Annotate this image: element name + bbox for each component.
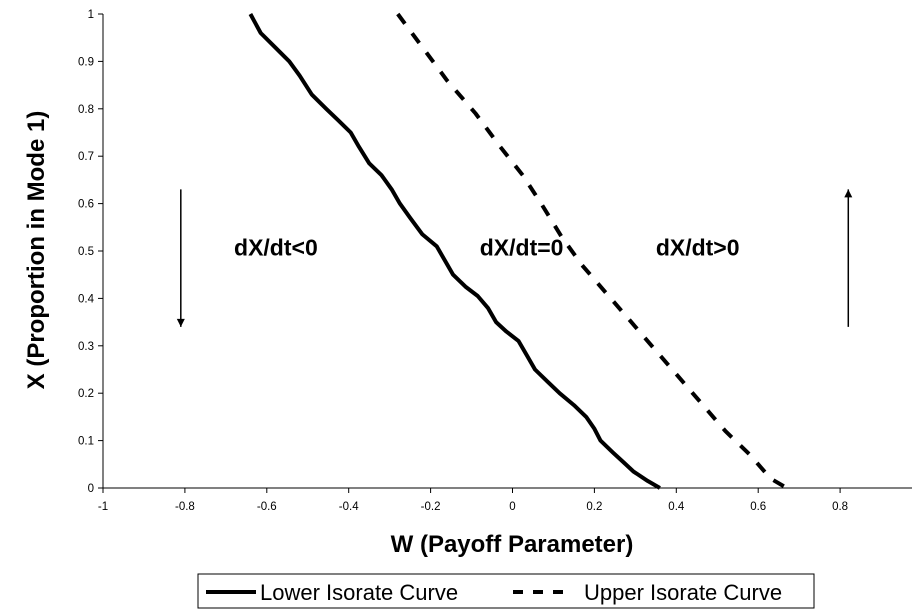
y-tick-label: 0.4 <box>78 293 95 305</box>
y-axis-ticks: 0 0.1 0.2 0.3 0.4 0.5 0.6 0.7 0.8 0.9 1 <box>78 9 103 495</box>
y-tick-label: 0.9 <box>78 56 94 68</box>
x-tick-label: 0.6 <box>750 501 766 513</box>
x-tick-label: -0.4 <box>339 501 359 513</box>
y-tick-label: 1 <box>88 9 94 21</box>
direction-arrows <box>176 189 853 327</box>
legend-box <box>197 573 815 609</box>
y-tick-label: 0.2 <box>78 388 94 400</box>
region-label-1: dX/dt=0 <box>480 235 564 261</box>
series-group <box>248 12 788 490</box>
y-tick-label: 0.6 <box>78 199 94 211</box>
x-tick-label: -0.6 <box>257 501 277 513</box>
x-tick-label: -0.8 <box>175 501 195 513</box>
region-annotations: dX/dt<0 dX/dt=0 dX/dt>0 <box>234 235 740 261</box>
region-label-2: dX/dt>0 <box>656 235 740 261</box>
arrow-down-head <box>176 318 185 327</box>
y-tick-label: 0.5 <box>78 246 94 258</box>
y-tick-label: 0 <box>88 483 94 495</box>
x-tick-label: 0 <box>509 501 515 513</box>
x-tick-label: 0.2 <box>586 501 602 513</box>
y-tick-label: 0.8 <box>78 104 94 116</box>
x-tick-label: -1 <box>98 501 108 513</box>
y-tick-label: 0.7 <box>78 151 94 163</box>
x-axis-ticks: -1 -0.8 -0.6 -0.4 -0.2 0 0.2 0.4 0.6 0.8 <box>98 488 848 513</box>
arrow-up-head <box>844 189 853 198</box>
legend-label-lower: Lower Isorate Curve <box>260 580 458 605</box>
series-line-upper <box>396 12 788 490</box>
legend: Lower Isorate Curve Upper Isorate Curve <box>197 573 815 609</box>
y-tick-label: 0.1 <box>78 436 94 448</box>
x-tick-label: 0.4 <box>668 501 685 513</box>
series-line-lower <box>248 13 661 490</box>
legend-label-upper: Upper Isorate Curve <box>584 580 782 605</box>
region-label-0: dX/dt<0 <box>234 235 318 261</box>
y-axis-title: X (Proportion in Mode 1) <box>23 111 50 390</box>
x-tick-label: -0.2 <box>421 501 441 513</box>
x-tick-label: 0.8 <box>832 501 848 513</box>
x-axis-title: W (Payoff Parameter) <box>391 531 634 558</box>
y-tick-label: 0.3 <box>78 341 94 353</box>
